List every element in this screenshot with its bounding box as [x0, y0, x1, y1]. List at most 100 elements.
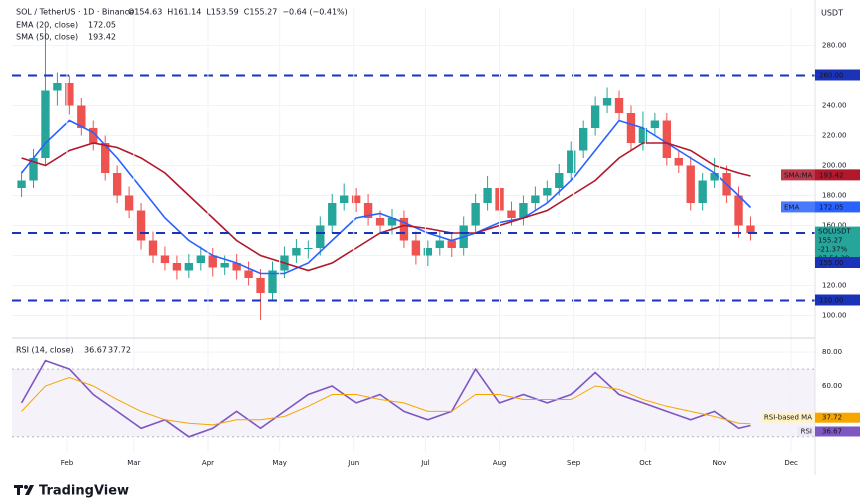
candle-body — [638, 128, 648, 143]
candle-body — [614, 98, 624, 113]
x-tick-label: Dec — [784, 459, 798, 467]
ma-line — [21, 142, 751, 272]
legend-value: 36.67 — [84, 346, 107, 355]
y-tick-label: 100.00 — [822, 312, 847, 320]
candle-body — [244, 270, 253, 278]
x-tick-label: Jun — [347, 459, 359, 467]
axis-tag — [815, 412, 860, 423]
candle-body — [328, 203, 337, 226]
candle-body — [53, 83, 62, 91]
y-tick-label: 80.00 — [822, 348, 842, 356]
legend-name: EMA (20, close) — [16, 21, 78, 30]
candle-body — [555, 173, 564, 188]
legend-value: 37.72 — [108, 346, 131, 355]
candle-body — [375, 218, 385, 226]
candle-body — [674, 158, 683, 166]
y-tick-label: 160.00 — [822, 222, 847, 230]
candle-body — [543, 188, 552, 196]
plot-layer — [12, 8, 815, 452]
x-tick-label: Nov — [713, 459, 727, 467]
axis-tag-text: EMA — [784, 203, 799, 211]
quote-value: H161.14 — [167, 8, 201, 17]
axis-tag-text: 193.42 — [819, 171, 844, 179]
x-tick-label: Jul — [420, 459, 430, 467]
candle-body — [483, 188, 492, 203]
candle-body — [101, 143, 110, 173]
candle-body — [387, 218, 397, 226]
candle-body — [698, 180, 707, 203]
axis-tag-text: -21.37% — [818, 246, 848, 254]
level-label: 260.00 — [819, 72, 844, 80]
candle-body — [136, 210, 146, 241]
symbol-title: SOL / TetherUS · 1D · Binance — [16, 8, 134, 17]
candle-body — [590, 105, 600, 128]
candle-body — [686, 165, 695, 203]
axis-tag-text: 155.27 — [818, 237, 843, 245]
candle-body — [423, 248, 433, 256]
candle-body — [148, 240, 158, 256]
quote-value: C155.27 — [244, 8, 278, 17]
candle-body — [268, 270, 277, 293]
candle-body — [316, 225, 325, 248]
axis-tag — [815, 201, 860, 213]
candle-body — [77, 105, 86, 128]
candle-body — [89, 128, 98, 143]
candle-body — [304, 248, 313, 249]
candle-body — [578, 128, 588, 151]
candle-body — [662, 120, 672, 158]
legend-value: 172.05 — [88, 21, 116, 30]
y-tick-label: 180.00 — [822, 192, 847, 200]
axis-tag-text: 37.72 — [822, 414, 842, 422]
axis-tag-name: RSI-based MA — [764, 414, 812, 422]
axis-tag — [815, 169, 860, 181]
quote-value: O154.63 — [128, 8, 162, 17]
candle-body — [41, 90, 50, 158]
level-label: 155.00 — [819, 259, 844, 267]
level-tag — [815, 69, 860, 81]
x-tick-label: Feb — [61, 459, 74, 467]
candle-body — [411, 240, 421, 256]
y-tick-label: 60.00 — [822, 382, 842, 390]
candle-body — [220, 263, 229, 268]
candle-body — [256, 278, 265, 293]
axis-tag — [815, 426, 860, 437]
axis-tag-name: RSI — [801, 427, 812, 435]
x-tick-label: Mar — [127, 459, 140, 467]
candle-body — [519, 203, 528, 218]
candle-body — [471, 203, 480, 226]
candle-body — [746, 225, 755, 233]
level-tag — [815, 257, 860, 268]
candle-body — [17, 180, 26, 188]
candle-body — [65, 83, 74, 106]
candle-body — [29, 158, 38, 181]
axis-tag-text: SOLUSDT — [818, 228, 851, 236]
currency: USDT — [821, 9, 843, 18]
candle-body — [602, 98, 612, 106]
candle-body — [710, 173, 719, 181]
candle-body — [447, 240, 456, 248]
candle-body — [292, 248, 301, 256]
candle-body — [184, 263, 194, 271]
legend-name: SMA (50, close) — [16, 33, 78, 42]
level-tag — [815, 294, 860, 306]
x-tick-label: Aug — [493, 459, 507, 467]
axis-tag-left — [781, 169, 815, 181]
x-tick-label: May — [272, 459, 286, 467]
candle-body — [208, 255, 217, 268]
candle-body — [363, 203, 373, 218]
candle-body — [124, 195, 134, 211]
candle-body — [531, 195, 540, 203]
candle-body — [435, 240, 444, 248]
y-tick-label: 200.00 — [822, 162, 847, 170]
candle-body — [650, 120, 660, 128]
candle-body — [172, 263, 182, 271]
quote-value: −0.64 (−0.41%) — [282, 8, 347, 17]
candle-body — [734, 195, 743, 226]
y-tick-label: 240.00 — [822, 102, 847, 110]
candle-body — [567, 150, 576, 173]
axis-tag-left — [781, 201, 815, 213]
legend-value: 193.42 — [88, 33, 116, 42]
rsi-line — [21, 376, 751, 426]
